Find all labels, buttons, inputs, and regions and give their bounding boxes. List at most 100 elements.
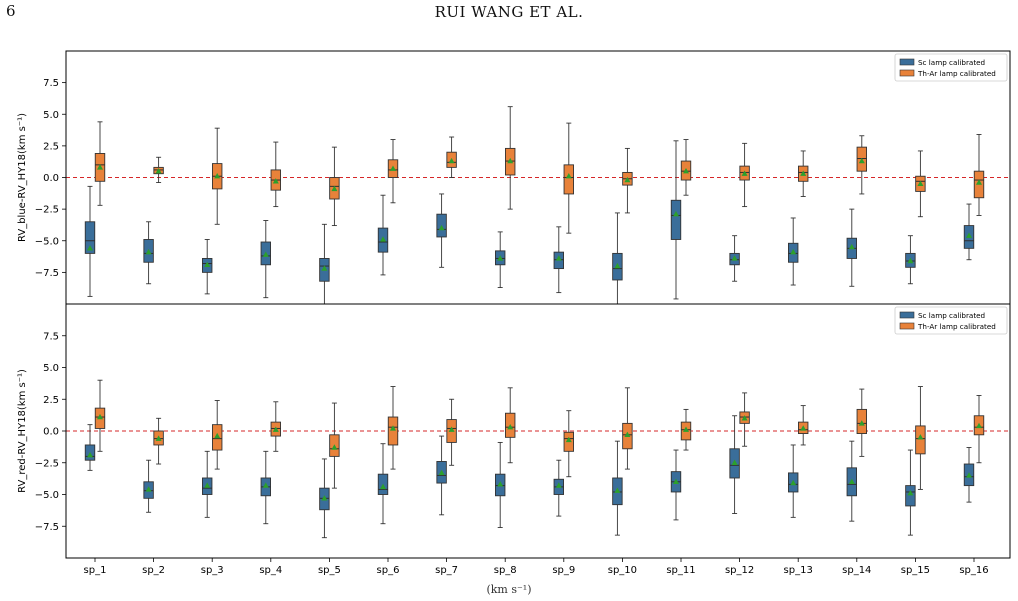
thar-box-sp_1 — [94, 121, 106, 206]
sc-box-sp_13 — [788, 217, 799, 286]
x-tick-label: sp_2 — [142, 565, 165, 576]
thar-box-sp_7 — [446, 398, 457, 466]
thar-box-sp_11 — [680, 408, 692, 451]
mean-marker — [614, 487, 621, 493]
mean-marker — [448, 157, 455, 164]
thar-box-sp_15 — [915, 386, 926, 490]
sc-box-sp_4 — [260, 450, 271, 525]
thar-box-sp_2 — [153, 156, 164, 184]
page-number: 6 — [6, 2, 16, 20]
sc-box-sp_6 — [377, 443, 389, 525]
legend-swatch — [899, 322, 915, 330]
y-tick-label: 5.0 — [43, 110, 59, 121]
x-tick-label: sp_10 — [608, 565, 637, 576]
y-axis-label: RV_red-RV_HY18(km s⁻¹) — [17, 369, 28, 493]
legend-swatch — [899, 69, 915, 77]
mean-marker — [448, 426, 455, 432]
thar-box-sp_6 — [387, 139, 399, 204]
mean-marker — [145, 248, 152, 255]
mean-marker — [321, 265, 328, 271]
x-tick-label: sp_15 — [901, 565, 930, 576]
mean-marker — [848, 243, 855, 250]
thar-box-sp_1 — [94, 379, 106, 452]
mean-marker — [204, 482, 211, 488]
thar-box-sp_14 — [856, 388, 867, 457]
mean-marker — [683, 167, 689, 174]
mean-marker — [907, 257, 914, 264]
sc-box-sp_12 — [729, 235, 740, 282]
legend-label: Th-Ar lamp calibrated — [917, 322, 996, 331]
thar-box-sp_12 — [739, 142, 750, 208]
mean-marker — [390, 165, 396, 171]
sc-box-sp_2 — [143, 221, 154, 285]
sc-box-sp_9 — [553, 226, 564, 294]
x-tick-label: sp_4 — [259, 565, 282, 576]
y-tick-label: 0.0 — [43, 427, 59, 438]
thar-box-sp_2 — [153, 417, 164, 465]
sc-box-sp_8 — [495, 441, 506, 528]
mean-marker — [741, 415, 748, 421]
x-tick-label: sp_6 — [377, 565, 400, 576]
thar-box-sp_5 — [329, 146, 340, 227]
legend-swatch — [899, 58, 915, 66]
mean-marker — [800, 170, 807, 176]
legend-label: Sc lamp calibrated — [918, 311, 985, 320]
thar-box-sp_4 — [270, 141, 281, 208]
sc-box-sp_10 — [612, 440, 623, 536]
mean-marker — [204, 261, 211, 267]
legend: Sc lamp calibrated Th-Ar lamp calibrated — [894, 53, 1008, 82]
mean-marker — [97, 164, 103, 170]
panel-frame — [65, 303, 1011, 559]
mean-marker — [858, 420, 865, 426]
mean-marker — [145, 486, 152, 492]
mean-marker — [214, 432, 221, 439]
x-tick-label: sp_13 — [784, 565, 813, 576]
mean-marker — [497, 481, 504, 487]
sc-box-sp_15 — [905, 449, 916, 536]
iqr-box — [915, 425, 926, 455]
thar-box-sp_3 — [211, 400, 223, 470]
sc-box-sp_11 — [670, 449, 682, 521]
y-axis-label: RV_blue-RV_HY18(km s⁻¹) — [17, 113, 28, 242]
thar-box-sp_13 — [798, 150, 809, 197]
mean-marker — [87, 245, 93, 251]
mean-marker — [790, 248, 797, 255]
mean-marker — [97, 413, 103, 420]
y-tick-label: 2.5 — [43, 395, 59, 406]
mean-marker — [790, 479, 797, 486]
mean-marker — [966, 232, 972, 238]
thar-box-sp_16 — [973, 134, 985, 216]
mean-marker — [565, 436, 572, 443]
x-tick-label: sp_16 — [959, 565, 988, 576]
caption-fragment: (km s⁻¹) — [486, 583, 532, 596]
thar-box-sp_14 — [856, 135, 867, 195]
sc-box-sp_1 — [84, 424, 96, 471]
mean-marker — [380, 483, 386, 490]
sc-box-sp_7 — [436, 435, 447, 516]
sc-box-sp_13 — [788, 444, 799, 518]
mean-marker — [683, 426, 689, 432]
mean-marker — [976, 179, 982, 185]
mean-marker — [331, 185, 338, 192]
x-tick-label: sp_14 — [842, 565, 871, 576]
sc-box-sp_5 — [319, 223, 330, 304]
sc-box-sp_10 — [612, 212, 623, 304]
mean-marker — [507, 423, 514, 430]
mean-marker — [858, 157, 865, 164]
y-tick-label: −7.5 — [35, 522, 59, 533]
sc-box-sp_15 — [905, 235, 916, 285]
mean-marker — [262, 251, 269, 257]
mean-marker — [741, 170, 748, 176]
x-tick-label: sp_3 — [201, 565, 224, 576]
thar-box-sp_7 — [446, 136, 457, 178]
x-tick-label: sp_11 — [666, 565, 695, 576]
iqr-box — [905, 485, 916, 507]
sc-box-sp_5 — [319, 458, 330, 539]
y-tick-label: −5.0 — [35, 490, 59, 501]
thar-box-sp_3 — [211, 127, 223, 225]
legend-label: Sc lamp calibrated — [918, 58, 985, 67]
sc-box-sp_3 — [201, 450, 213, 518]
thar-box-sp_16 — [973, 394, 985, 464]
y-tick-label: 5.0 — [43, 363, 59, 374]
sc-box-sp_9 — [553, 459, 564, 517]
